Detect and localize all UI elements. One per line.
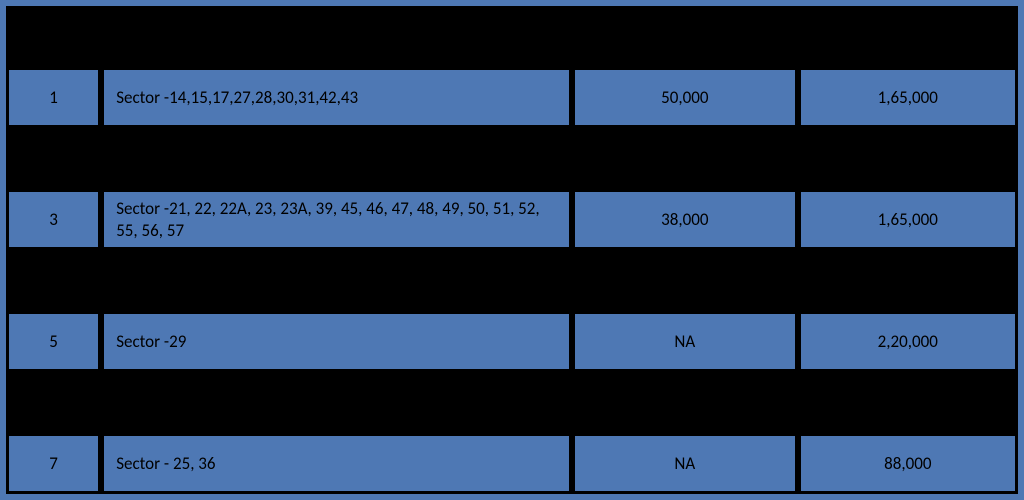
cell-area bbox=[101, 6, 572, 67]
cell-area bbox=[101, 372, 572, 433]
cell-sn: 7 bbox=[6, 433, 101, 494]
cell-res: 38,000 bbox=[572, 189, 797, 250]
cell-res bbox=[572, 372, 797, 433]
cell-res: NA bbox=[572, 311, 797, 372]
cell-res: NA bbox=[572, 433, 797, 494]
table-outer-frame: 1 Sector -14,15,17,27,28,30,31,42,43 50,… bbox=[0, 0, 1024, 500]
cell-res bbox=[572, 128, 797, 189]
table-row: 7 Sector - 25, 36 NA 88,000 bbox=[6, 433, 1018, 494]
cell-com: 1,65,000 bbox=[798, 189, 1018, 250]
table-row bbox=[6, 372, 1018, 433]
cell-area: Sector -29 bbox=[101, 311, 572, 372]
table-row: 1 Sector -14,15,17,27,28,30,31,42,43 50,… bbox=[6, 67, 1018, 128]
cell-com: 88,000 bbox=[798, 433, 1018, 494]
table-row: 5 Sector -29 NA 2,20,000 bbox=[6, 311, 1018, 372]
cell-sn bbox=[6, 128, 101, 189]
cell-sn bbox=[6, 250, 101, 311]
table-row bbox=[6, 250, 1018, 311]
table-inner-bg: 1 Sector -14,15,17,27,28,30,31,42,43 50,… bbox=[6, 6, 1018, 494]
cell-com: 2,20,000 bbox=[798, 311, 1018, 372]
table-row bbox=[6, 128, 1018, 189]
table-row bbox=[6, 6, 1018, 67]
cell-com bbox=[798, 6, 1018, 67]
cell-area bbox=[101, 128, 572, 189]
cell-res bbox=[572, 6, 797, 67]
cell-com bbox=[798, 128, 1018, 189]
cell-area: Sector -14,15,17,27,28,30,31,42,43 bbox=[101, 67, 572, 128]
cell-res bbox=[572, 250, 797, 311]
cell-res: 50,000 bbox=[572, 67, 797, 128]
cell-area bbox=[101, 250, 572, 311]
table-row: 3 Sector -21, 22, 22A, 23, 23A, 39, 45, … bbox=[6, 189, 1018, 250]
cell-area: Sector - 25, 36 bbox=[101, 433, 572, 494]
cell-com: 1,65,000 bbox=[798, 67, 1018, 128]
cell-sn: 1 bbox=[6, 67, 101, 128]
cell-sn bbox=[6, 372, 101, 433]
cell-com bbox=[798, 250, 1018, 311]
cell-sn: 5 bbox=[6, 311, 101, 372]
cell-sn: 3 bbox=[6, 189, 101, 250]
cell-com bbox=[798, 372, 1018, 433]
cell-sn bbox=[6, 6, 101, 67]
cell-area: Sector -21, 22, 22A, 23, 23A, 39, 45, 46… bbox=[101, 189, 572, 250]
rate-table: 1 Sector -14,15,17,27,28,30,31,42,43 50,… bbox=[6, 6, 1018, 494]
